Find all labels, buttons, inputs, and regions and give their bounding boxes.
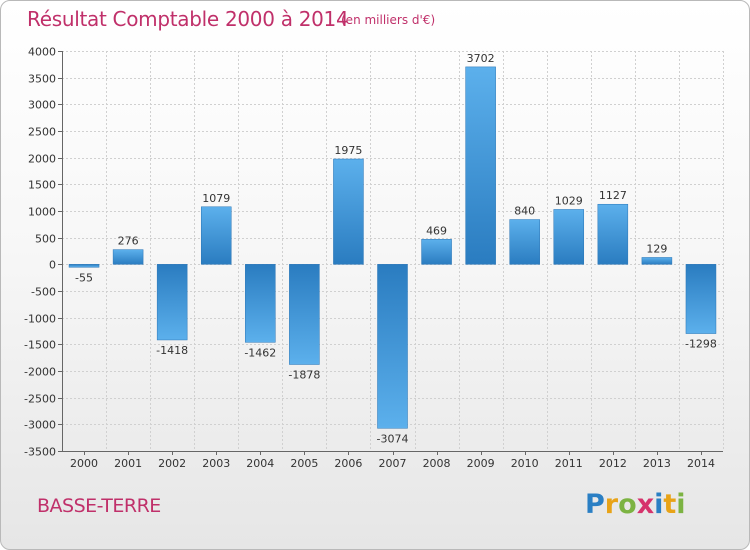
bar	[465, 66, 496, 265]
data-label: -1878	[288, 368, 320, 381]
logo-letter: r	[604, 489, 619, 520]
y-tick-label: 2500	[28, 126, 56, 139]
chart-title: Résultat Comptable 2000 à 2014	[27, 7, 349, 31]
y-tick-label: 4000	[28, 46, 56, 59]
y-tick-label: -3000	[24, 419, 56, 432]
proxiti-logo[interactable]: Proxiti	[585, 489, 686, 520]
logo-letter: t	[663, 489, 677, 520]
x-tick-label: 2011	[555, 457, 583, 470]
logo-letter: o	[618, 489, 637, 520]
data-label: 840	[514, 205, 535, 218]
logo-letter: i	[654, 489, 664, 520]
x-tick-label: 2009	[467, 457, 495, 470]
bar	[156, 264, 188, 341]
x-tick-label: 2004	[246, 457, 274, 470]
y-tick-label: 2000	[28, 153, 56, 166]
bar	[333, 158, 364, 265]
data-label: -1418	[156, 344, 188, 357]
data-label: 469	[426, 224, 447, 237]
data-label: 276	[118, 235, 139, 248]
x-tick-label: 2007	[379, 457, 407, 470]
x-tick-label: 2005	[290, 457, 318, 470]
y-tick-label: -2000	[24, 366, 56, 379]
city-name: BASSE-TERRE	[37, 495, 161, 517]
data-label: -3074	[377, 432, 409, 445]
y-tick-label: -500	[31, 286, 56, 299]
x-tick-label: 2010	[511, 457, 539, 470]
data-label: 129	[646, 242, 667, 255]
y-tick-label: -3500	[24, 446, 56, 459]
x-tick-label: 2000	[70, 457, 98, 470]
bar	[200, 206, 232, 265]
logo-letter: x	[636, 489, 655, 520]
data-label: 3702	[467, 52, 495, 65]
data-label: -55	[75, 271, 93, 284]
bar	[421, 239, 452, 265]
bar	[553, 209, 585, 265]
logo-letter: i	[676, 489, 686, 520]
bar	[68, 264, 100, 268]
x-tick-label: 2006	[334, 457, 362, 470]
data-label: 1079	[202, 192, 230, 205]
bar	[377, 264, 408, 429]
y-tick-label: 1000	[28, 206, 56, 219]
bar	[597, 203, 629, 265]
bar	[289, 264, 320, 365]
bar	[245, 264, 276, 343]
x-tick-label: 2012	[599, 457, 627, 470]
data-label: -1462	[244, 346, 276, 359]
logo-letter: P	[585, 489, 605, 520]
y-tick-label: 500	[35, 233, 56, 246]
y-tick-label: 1500	[28, 179, 56, 192]
data-label: -1298	[685, 338, 717, 351]
x-tick-label: 2002	[158, 457, 186, 470]
y-tick-label: -1500	[24, 339, 56, 352]
x-tick-label: 2014	[687, 457, 715, 470]
y-tick-label: -2500	[24, 393, 56, 406]
data-label: 1029	[555, 194, 583, 207]
chart-subtitle: (en milliers d'€)	[341, 13, 436, 27]
data-label: 1127	[599, 189, 627, 202]
bar	[112, 249, 144, 265]
x-tick-label: 2008	[423, 457, 451, 470]
bar	[509, 219, 540, 265]
bar	[685, 264, 717, 334]
y-tick-label: 3500	[28, 73, 56, 86]
y-tick-label: -1000	[24, 313, 56, 326]
x-tick-label: 2013	[643, 457, 671, 470]
y-tick-label: 3000	[28, 99, 56, 112]
y-tick-label: 0	[49, 259, 56, 272]
data-label: 1975	[334, 144, 362, 157]
bar	[641, 257, 673, 265]
x-tick-label: 2001	[114, 457, 142, 470]
x-tick-label: 2003	[202, 457, 230, 470]
